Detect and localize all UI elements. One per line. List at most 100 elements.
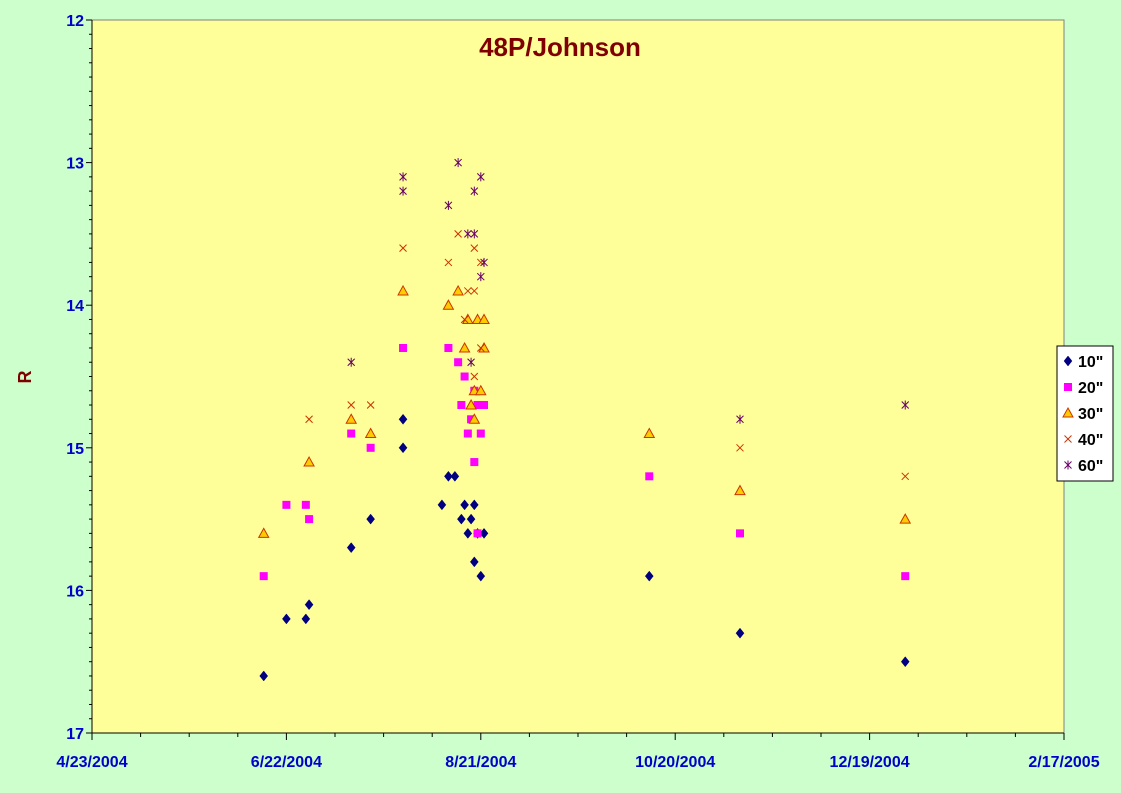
data-point (304, 599, 314, 611)
data-point (444, 470, 453, 482)
data-point (347, 401, 356, 409)
series-3 (257, 284, 912, 538)
y-axis-label: R (15, 371, 35, 384)
data-point (735, 627, 745, 639)
data-point (734, 484, 746, 496)
series-2 (259, 343, 910, 581)
data-point (398, 413, 408, 425)
data-point (452, 284, 464, 296)
data-point (442, 299, 455, 310)
y-tick-label: 13 (66, 156, 84, 173)
data-point (474, 384, 487, 396)
x-tick-label: 2/17/2005 (1028, 754, 1099, 771)
data-point (470, 372, 479, 381)
legend-label: 10" (1078, 354, 1103, 371)
data-point (901, 400, 910, 410)
data-point (303, 456, 315, 467)
data-point (470, 229, 479, 239)
legend-marker (1064, 460, 1072, 470)
y-tick-label: 12 (66, 13, 84, 30)
x-tick-label: 10/20/2004 (635, 754, 715, 771)
data-point (736, 414, 744, 424)
data-point (346, 542, 356, 554)
x-tick-label: 12/19/2004 (830, 754, 910, 771)
data-point (398, 442, 408, 454)
data-point (399, 186, 407, 196)
data-point (444, 200, 453, 210)
data-point (457, 401, 466, 410)
data-point (347, 429, 356, 438)
legend-marker (1064, 435, 1072, 443)
data-point (454, 358, 463, 367)
data-point (454, 230, 462, 238)
data-point (259, 572, 268, 581)
data-point (366, 513, 375, 525)
data-point (473, 529, 482, 538)
data-point (366, 443, 375, 452)
data-point (437, 499, 447, 511)
data-point (282, 613, 291, 625)
data-point (282, 500, 291, 509)
data-point (305, 415, 313, 424)
data-point (480, 401, 489, 410)
data-point (345, 413, 358, 424)
data-point (301, 613, 311, 625)
x-minor-ticks (140, 733, 1016, 737)
data-point (476, 570, 486, 582)
legend-label: 40" (1078, 432, 1103, 449)
data-point (460, 499, 469, 511)
data-point (470, 186, 479, 196)
data-point (463, 527, 473, 539)
y-axis: 12 13 14 15 16 17 (66, 13, 93, 743)
data-point (899, 513, 912, 524)
x-tick-label: 4/23/2004 (56, 754, 127, 771)
data-point (473, 401, 482, 410)
data-point (463, 429, 472, 438)
legend-label: 60" (1078, 458, 1103, 475)
data-point (460, 372, 469, 381)
series-4 (305, 230, 910, 481)
x-tick-label: 8/21/2004 (445, 754, 516, 771)
plot-area (91, 19, 1065, 734)
data-point (476, 272, 485, 282)
data-point (470, 287, 479, 295)
data-point (469, 556, 479, 568)
data-point (454, 158, 462, 168)
data-point (259, 670, 269, 682)
data-point (468, 413, 481, 424)
y-tick-label: 15 (66, 441, 84, 458)
data-point (457, 513, 466, 525)
data-point (465, 398, 477, 410)
data-point (476, 344, 485, 352)
y-tick-label: 14 (66, 298, 84, 315)
legend-label: 20" (1078, 380, 1103, 397)
data-point (399, 343, 408, 352)
data-point (478, 313, 490, 324)
data-point (460, 315, 469, 324)
data-point (458, 341, 471, 353)
data-point (476, 258, 485, 267)
data-point (466, 513, 476, 525)
chart-title: 48P/Johnson (479, 32, 641, 62)
data-point (901, 472, 910, 481)
data-point (476, 172, 485, 182)
data-point (901, 572, 910, 581)
legend-label: 30" (1078, 406, 1103, 423)
series-5 (347, 158, 910, 424)
data-point (480, 257, 488, 267)
data-point (463, 287, 472, 295)
data-point (399, 172, 407, 182)
data-point (399, 244, 407, 253)
data-point (736, 443, 744, 452)
data-point (470, 244, 479, 253)
data-points (257, 158, 912, 682)
data-point (463, 229, 472, 239)
y-tick-label: 17 (66, 726, 84, 743)
legend-marker (1064, 383, 1072, 391)
legend-marker (1063, 355, 1073, 367)
data-point (364, 427, 377, 439)
data-point (366, 401, 375, 409)
legend: 10" 20" 30" 40" 60" (1056, 345, 1114, 482)
data-point (644, 570, 654, 582)
